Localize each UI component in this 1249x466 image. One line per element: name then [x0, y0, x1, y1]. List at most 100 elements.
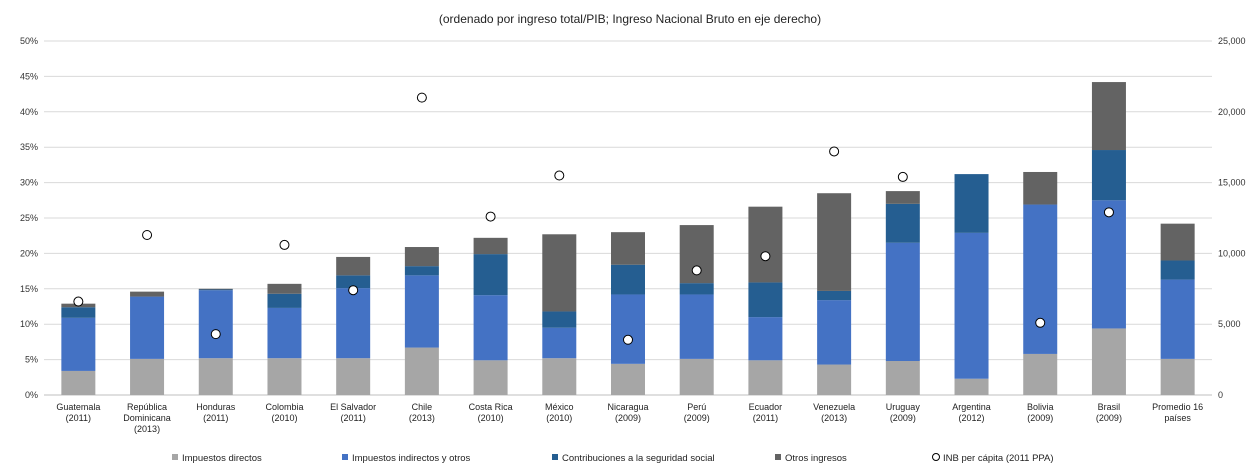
bar-segment — [1091, 150, 1126, 201]
bar-stack — [198, 288, 233, 395]
inb-points — [73, 92, 1114, 345]
right-tick-label: 25,000 — [1218, 36, 1246, 46]
inb-point — [760, 251, 771, 262]
bar-segment — [1023, 353, 1058, 395]
category-label: (2011) — [340, 413, 365, 423]
bar-segment — [954, 232, 989, 379]
bar-stack — [611, 232, 645, 395]
bar-stack — [954, 174, 989, 395]
bar-segment — [198, 288, 233, 290]
bar-segment — [267, 307, 302, 359]
category-label: (2009) — [615, 413, 641, 423]
inb-point — [142, 229, 153, 240]
bar-segment — [679, 283, 714, 295]
bar-segment — [1160, 223, 1195, 261]
bar-segment — [817, 193, 852, 291]
right-tick-label: 0 — [1218, 390, 1223, 400]
bar-segment — [954, 174, 989, 233]
category-label: (2013) — [821, 413, 847, 423]
bar-segment — [267, 358, 302, 395]
category-label: Chile — [412, 402, 433, 412]
bar-segment — [404, 266, 439, 276]
category-label: Colombia — [265, 402, 303, 412]
bar-segment — [885, 361, 920, 395]
category-label: Honduras — [196, 402, 236, 412]
right-tick-label: 10,000 — [1218, 248, 1246, 258]
category-label: Brasil — [1098, 402, 1121, 412]
bar-stack — [1091, 82, 1126, 395]
category-label: (2009) — [890, 413, 916, 423]
bar-segment — [542, 327, 577, 359]
bar-segment — [611, 363, 645, 395]
category-label: Guatemala — [56, 402, 100, 412]
left-tick-label: 20% — [20, 248, 38, 258]
legend-label: Impuestos directos — [182, 453, 262, 464]
bar-segment — [198, 358, 233, 395]
bar-stack — [267, 283, 302, 395]
bar-segment — [130, 358, 165, 395]
bar-stack — [748, 206, 783, 395]
category-label: Ecuador — [749, 402, 783, 412]
bar-segment — [748, 317, 783, 361]
chart-subtitle: (ordenado por ingreso total/PIB; Ingreso… — [439, 12, 821, 26]
right-tick-label: 5,000 — [1218, 319, 1241, 329]
legend-swatch — [552, 454, 558, 460]
bar-segment — [885, 203, 920, 243]
bar-segment — [611, 264, 645, 295]
inb-point — [348, 285, 359, 296]
legend-swatch — [775, 454, 781, 460]
bar-segment — [1023, 204, 1058, 354]
category-label: (2010) — [478, 413, 504, 423]
category-label: México — [545, 402, 574, 412]
left-tick-label: 25% — [20, 213, 38, 223]
category-label: Dominicana — [123, 413, 171, 423]
category-label: Venezuela — [813, 402, 855, 412]
left-tick-label: 35% — [20, 142, 38, 152]
left-tick-label: 40% — [20, 107, 38, 117]
category-label: (2009) — [1096, 413, 1122, 423]
bar-segment — [198, 290, 233, 359]
bars — [61, 82, 1195, 395]
bar-segment — [748, 360, 783, 395]
bar-segment — [885, 191, 920, 204]
left-tick-label: 30% — [20, 178, 38, 188]
bar-segment — [404, 275, 439, 348]
bar-segment — [817, 290, 852, 301]
bar-stack — [1160, 223, 1195, 395]
category-labels: Guatemala(2011)RepúblicaDominicana(2013)… — [56, 402, 1203, 434]
category-label: (2011) — [66, 413, 91, 423]
inb-point — [554, 170, 565, 181]
bar-segment — [542, 234, 577, 312]
bar-segment — [336, 256, 371, 276]
bar-segment — [1091, 200, 1126, 329]
bar-segment — [954, 378, 989, 395]
right-tick-label: 20,000 — [1218, 107, 1246, 117]
category-label: (2010) — [271, 413, 297, 423]
bar-stack — [885, 191, 920, 395]
left-tick-label: 15% — [20, 284, 38, 294]
bar-stack — [473, 237, 508, 395]
bar-segment — [885, 242, 920, 362]
category-label: (2012) — [959, 413, 985, 423]
category-label: países — [1164, 413, 1191, 423]
inb-point — [1103, 207, 1114, 218]
left-tick-label: 0% — [25, 390, 38, 400]
legend-label: INB per cápita (2011 PPA) — [943, 453, 1054, 464]
bar-segment — [336, 358, 371, 395]
inb-point — [623, 334, 633, 345]
bar-segment — [61, 307, 96, 318]
bar-segment — [404, 247, 439, 267]
left-tick-label: 45% — [20, 71, 38, 81]
category-label: (2009) — [1027, 413, 1053, 423]
inb-point — [1035, 317, 1046, 328]
bar-segment — [473, 295, 508, 361]
bar-segment — [817, 300, 852, 365]
category-label: (2011) — [203, 413, 228, 423]
bar-stack — [817, 193, 852, 395]
bar-segment — [817, 364, 852, 395]
inb-point — [73, 296, 84, 307]
bar-stack — [542, 234, 577, 395]
bar-stack — [61, 303, 96, 395]
bar-segment — [679, 358, 714, 395]
